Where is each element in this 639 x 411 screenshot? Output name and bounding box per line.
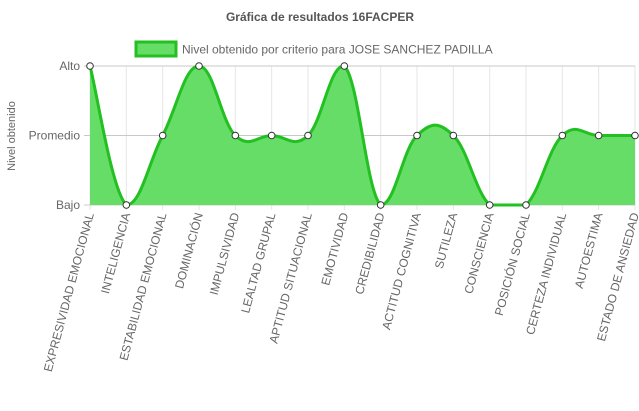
x-tick-label: AUTOESTIMA: [572, 211, 606, 290]
x-tick-label: POSICIÓN SOCIAL: [491, 211, 533, 318]
x-tick-label: DOMINACIÓN: [171, 211, 206, 290]
data-point[interactable]: [195, 62, 203, 70]
x-tick-label: CREDIBILIDAD: [352, 211, 387, 296]
y-axis-label: Nivel obtenido: [6, 101, 18, 171]
x-tick-label: CONSCIENCIA: [461, 211, 496, 295]
data-point[interactable]: [304, 131, 312, 140]
data-point[interactable]: [231, 131, 240, 140]
data-point[interactable]: [376, 201, 385, 209]
x-tick-label: SUTILEZA: [432, 211, 460, 270]
x-tick-label: EXPRESIVIDAD EMOCIONAL: [41, 211, 97, 373]
x-ticks: EXPRESIVIDAD EMOCIONAL INTELIGENCIAESTABI…: [41, 211, 639, 374]
chart-title: Gráfica de resultados 16FACPER: [226, 10, 414, 24]
y-tick-label: Alto: [59, 59, 80, 73]
y-tick-label: Promedio: [29, 129, 81, 143]
legend-label: Nivel obtenido por criterio para JOSE SA…: [182, 43, 493, 57]
data-points: [86, 62, 639, 209]
x-tick-label: IMPULSIVIDAD: [207, 211, 243, 297]
x-tick-label: CERTEZA INDIVIDUAL: [523, 211, 569, 336]
data-point[interactable]: [449, 131, 458, 140]
data-point[interactable]: [594, 131, 603, 140]
data-point[interactable]: [631, 131, 639, 140]
x-tick-label: LEALTAD GRUPAL: [238, 211, 278, 315]
data-point[interactable]: [558, 131, 567, 140]
data-point[interactable]: [267, 131, 276, 140]
legend[interactable]: Nivel obtenido por criterio para JOSE SA…: [134, 40, 493, 58]
x-tick-label: INTELIGENCIA: [98, 211, 133, 295]
series-line: [88, 64, 635, 207]
data-point[interactable]: [485, 201, 494, 209]
legend-swatch: [134, 40, 178, 58]
series-area: [90, 65, 635, 205]
x-tick-label: ACTITUD COGNITIVA: [379, 211, 424, 331]
data-point[interactable]: [340, 62, 349, 70]
y-ticks: Bajo Promedio Alto: [29, 59, 81, 212]
data-point[interactable]: [86, 62, 94, 70]
data-point[interactable]: [158, 131, 167, 140]
y-tick-label: Bajo: [56, 198, 80, 212]
data-point[interactable]: [122, 201, 131, 209]
data-point[interactable]: [522, 201, 530, 209]
x-tick-label: EMOTIVIDAD: [318, 211, 351, 287]
data-point[interactable]: [413, 131, 421, 140]
